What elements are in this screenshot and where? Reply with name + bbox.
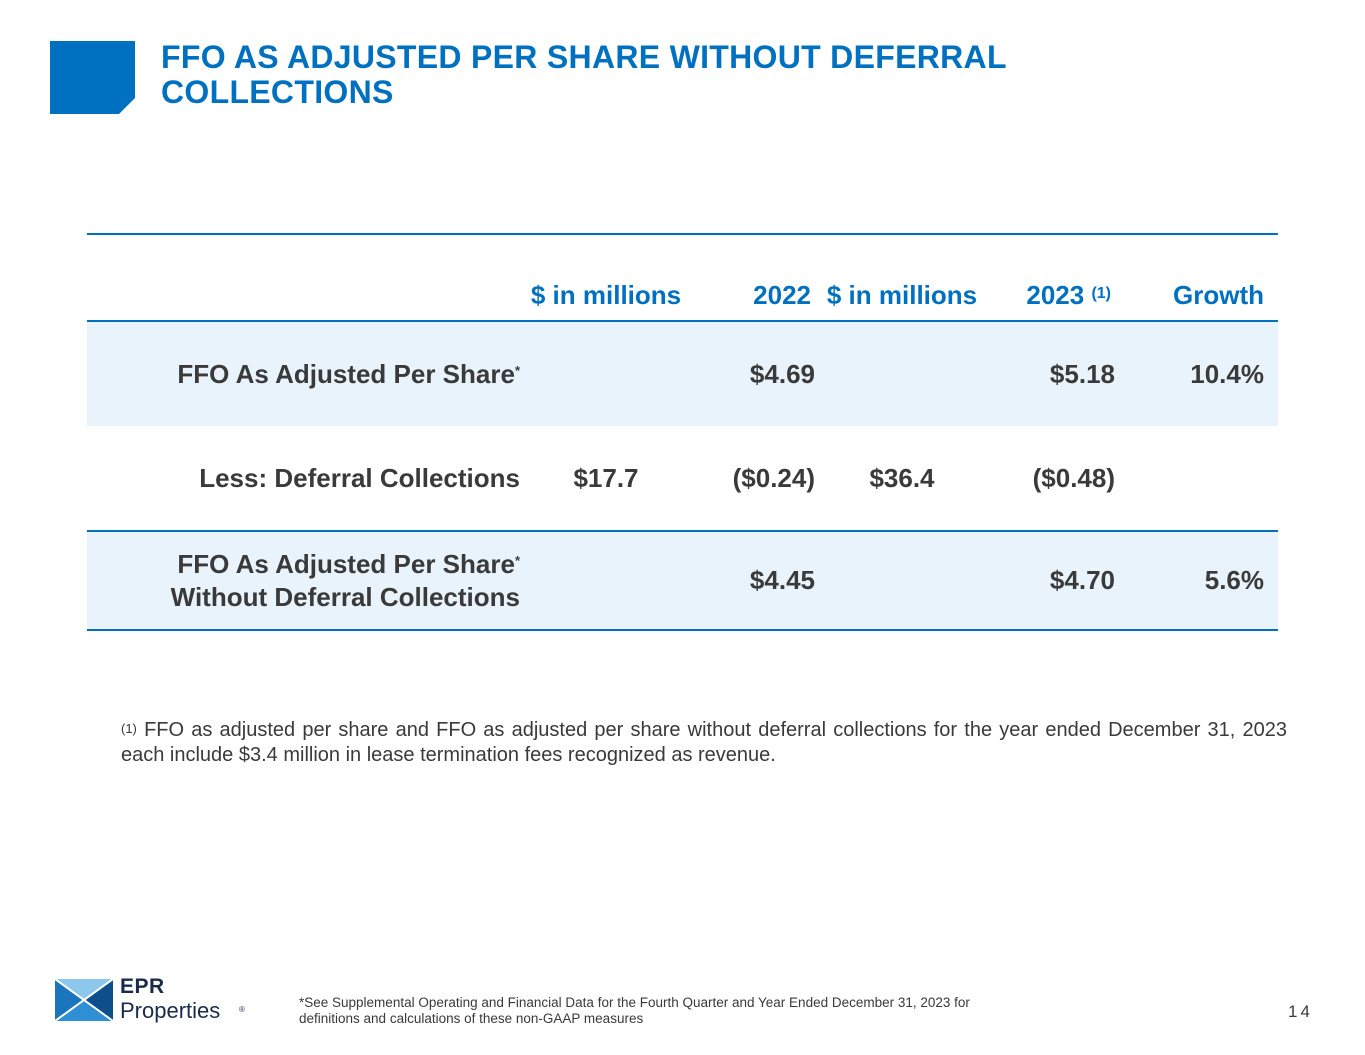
cell-growth: 10.4% — [1190, 358, 1264, 389]
header-year-2023-text: 2023 — [1026, 280, 1085, 310]
row-label-line2: Without Deferral Collections — [170, 581, 520, 612]
cell-value-2023: ($0.48) — [1032, 462, 1115, 493]
cell-growth: 5.6% — [1204, 565, 1264, 595]
logo-registered-mark: ® — [239, 1005, 245, 1014]
page-number: 14 — [1288, 1002, 1313, 1021]
cell-unit-2023: $36.4 — [869, 462, 935, 493]
cell-value-2022: ($0.24) — [732, 462, 815, 493]
table-row: Less: Deferral Collections $17.7 ($0.24)… — [87, 426, 1278, 531]
asterisk-mark: * — [514, 362, 520, 378]
header-year-2023-note: (1) — [1091, 285, 1111, 302]
row-label: FFO As Adjusted Per Share* Without Deferr… — [87, 531, 530, 630]
cell-unit-2022 — [530, 321, 682, 426]
page-title: FFO AS ADJUSTED PER SHARE WITHOUT DEFERR… — [161, 39, 1007, 110]
row-label-text: FFO As Adjusted Per Share — [177, 358, 515, 389]
cell-unit-2023 — [825, 531, 979, 630]
table-note: (1) FFO as adjusted per share and FFO as… — [121, 718, 1287, 768]
asterisk-mark: * — [514, 552, 520, 568]
table-row: FFO As Adjusted Per Share* $4.69 $5.18 1… — [87, 321, 1278, 426]
note-text: FFO as adjusted per share and FFO as adj… — [121, 719, 1288, 766]
note-marker: (1) — [121, 721, 137, 736]
logo-text-properties: Properties — [120, 998, 221, 1023]
logo-text-epr: EPR — [120, 975, 165, 998]
ffo-table: $ in millions 2022 $ in millions 2023 (1… — [87, 233, 1278, 631]
header-year-2023: 2023 (1) — [979, 234, 1125, 321]
cell-value-2022: $4.45 — [749, 565, 815, 595]
epr-logo-icon — [55, 979, 113, 1021]
cell-unit-2022: $17.7 — [573, 462, 639, 493]
header-unit-2022: $ in millions — [530, 280, 682, 310]
header-label-blank — [87, 234, 530, 321]
table-header-row: $ in millions 2022 $ in millions 2023 (1… — [87, 234, 1278, 321]
header-year-2022: 2022 — [753, 280, 811, 310]
row-label: Less: Deferral Collections — [199, 462, 520, 493]
cell-value-2023: $4.70 — [1049, 565, 1115, 595]
row-label: FFO As Adjusted Per Share* — [87, 321, 530, 426]
row-label-line1: FFO As Adjusted Per Share — [177, 548, 515, 579]
cell-value-2022: $4.69 — [749, 358, 815, 389]
cell-unit-2022 — [530, 531, 682, 630]
header-growth: Growth — [1173, 280, 1264, 310]
header-unit-2023: $ in millions — [826, 280, 978, 310]
cell-value-2023: $5.18 — [1049, 358, 1115, 389]
cell-unit-2023 — [825, 321, 979, 426]
table-row: FFO As Adjusted Per Share* Without Deferr… — [87, 531, 1278, 630]
cell-growth — [1125, 426, 1278, 531]
title-accent-square — [50, 41, 135, 114]
footer-footnote: *See Supplemental Operating and Financia… — [299, 995, 970, 1026]
